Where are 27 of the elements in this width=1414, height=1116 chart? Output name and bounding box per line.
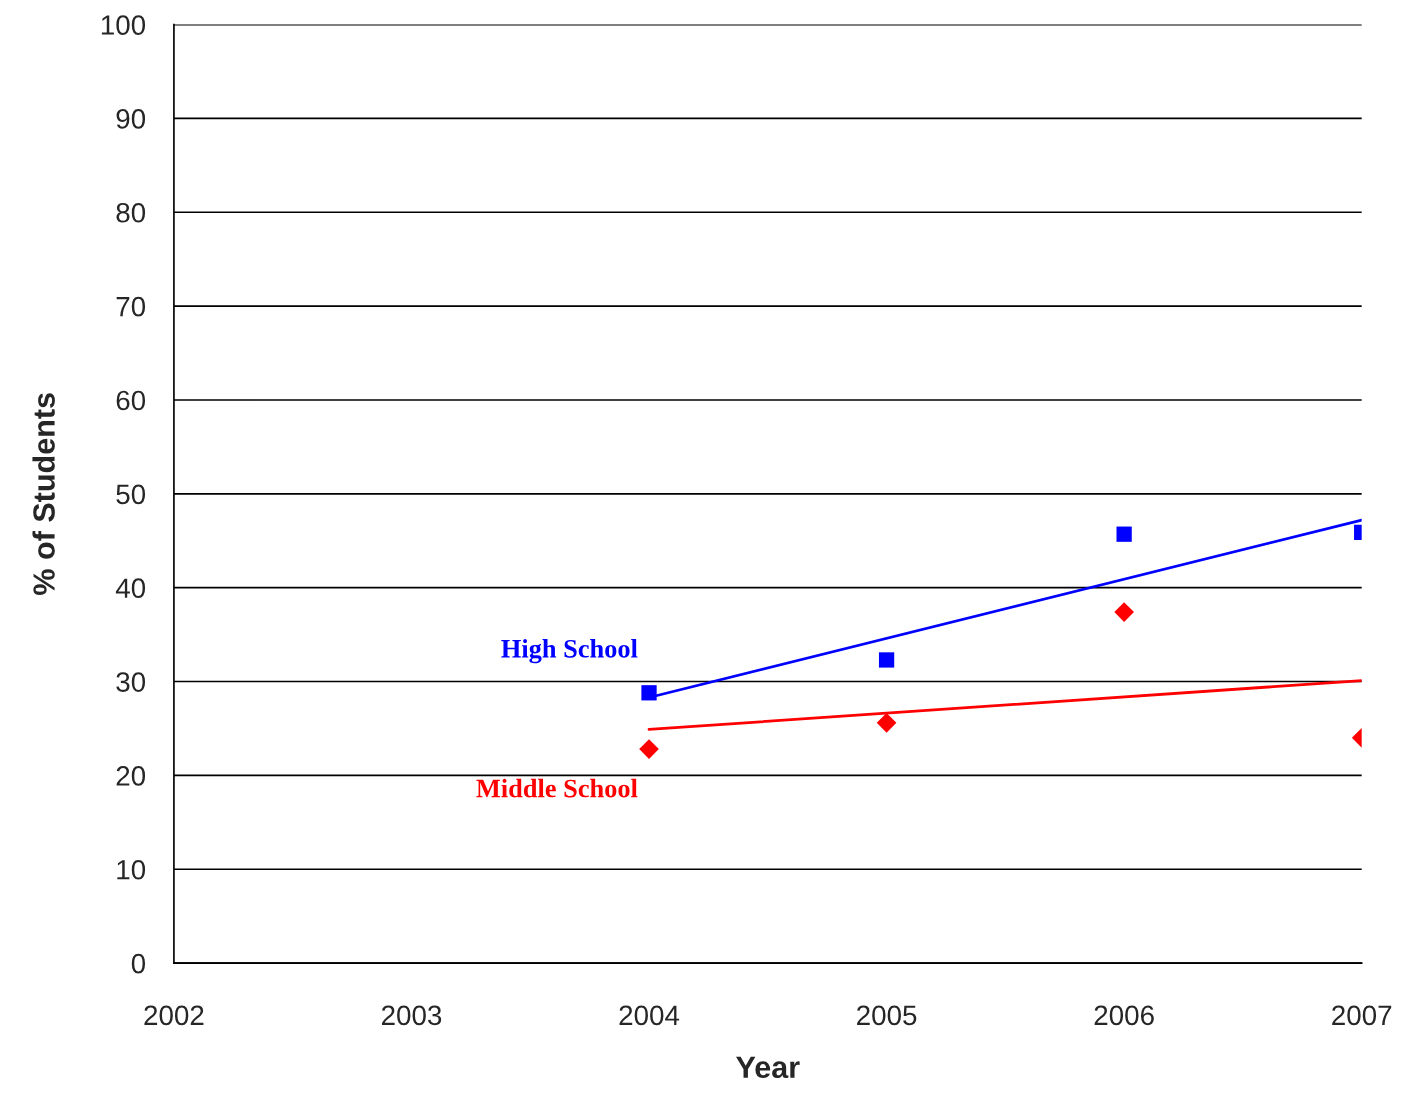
- series-label: Middle School: [476, 778, 638, 798]
- x-tick-label: 2007: [1332, 1005, 1392, 1026]
- y-tick-label: 10: [117, 859, 146, 880]
- y-tick-label: 50: [116, 484, 146, 505]
- x-tick-label: 2003: [381, 1005, 442, 1026]
- x-tick-label: 2006: [1094, 1005, 1154, 1026]
- point: [641, 685, 657, 701]
- y-tick-label: 40: [115, 578, 146, 599]
- y-tick-label: 60: [116, 390, 146, 411]
- series-label: High School: [501, 639, 638, 664]
- x-tick-label: 2002: [144, 1005, 204, 1026]
- x-tick-label: 2004: [619, 1005, 680, 1026]
- x-axis-title: Year: [736, 1056, 800, 1079]
- y-tick-label: 20: [116, 766, 146, 786]
- point: [876, 713, 897, 733]
- x-tick-label: 2005: [857, 1005, 917, 1026]
- y-axis-title: % of Students: [32, 393, 55, 595]
- point: [639, 739, 659, 759]
- y-tick-label: 100: [101, 15, 146, 35]
- y-tick-label: 30: [116, 672, 146, 692]
- y-tick-label: 80: [116, 202, 146, 223]
- y-tick-label: 90: [116, 109, 146, 129]
- y-tick-label: 70: [116, 296, 146, 317]
- point: [1116, 526, 1132, 542]
- point: [878, 652, 895, 668]
- y-tick-label: 0: [131, 953, 146, 974]
- point: [1114, 602, 1134, 622]
